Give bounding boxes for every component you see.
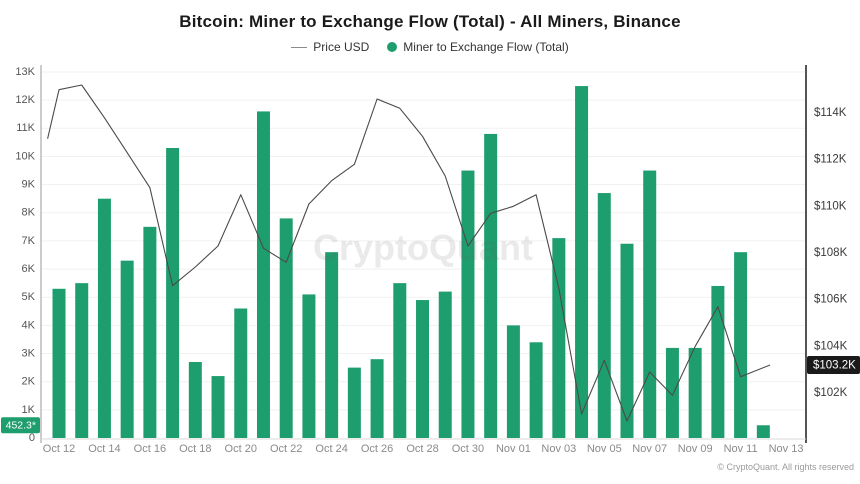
x-axis-label: Nov 03 [541,443,576,455]
bar-nov-01[interactable] [506,325,520,438]
bar-oct-28[interactable] [416,300,430,438]
x-axis-label: Nov 07 [632,443,667,455]
right-axis-label: $114K [814,107,847,119]
bar-nov-04[interactable] [575,86,589,439]
x-axis-label: Nov 11 [724,443,758,455]
left-axis-label: 4K [22,319,36,331]
bar-nov-10[interactable] [711,285,725,438]
legend-item-price-label: Price USD [313,40,370,54]
price-line-swatch-icon [291,46,308,48]
x-axis-label: Oct 26 [361,443,393,455]
x-axis-label: Oct 24 [315,443,347,455]
bar-oct-29[interactable] [438,291,452,438]
right-axis-label: $102K [814,387,848,399]
bar-nov-03[interactable] [552,238,566,438]
bar-oct-13[interactable] [75,283,89,438]
bar-oct-24[interactable] [325,252,339,438]
price-line [47,84,771,422]
right-axis-label: $110K [814,200,847,212]
legend-item-price[interactable]: Price USD [291,40,369,54]
legend-item-flow-label: Miner to Exchange Flow (Total) [403,40,569,54]
legend-item-flow[interactable]: Miner to Exchange Flow (Total) [387,40,569,54]
bar-oct-18[interactable] [188,361,202,438]
bar-nov-07[interactable] [643,170,657,439]
bar-oct-27[interactable] [393,283,407,438]
bar-oct-15[interactable] [120,260,134,438]
flow-current-badge [1,417,40,434]
price-current-badge [807,356,860,374]
bar-oct-23[interactable] [302,294,316,438]
bar-oct-30[interactable] [461,170,475,439]
x-axis-label: Nov 09 [678,443,713,455]
x-axis-label: Nov 13 [769,443,804,455]
x-axis-label: Nov 05 [587,443,622,455]
x-axis-label: Oct 14 [88,443,120,455]
left-axis-label: 5K [22,291,36,303]
chart-legend: Price USD Miner to Exchange Flow (Total) [0,40,860,54]
bar-oct-14[interactable] [97,198,111,438]
bar-nov-09[interactable] [688,347,702,438]
bar-oct-19[interactable] [211,376,225,438]
price-current-badge-label: $103.2K [813,360,856,372]
bar-nov-02[interactable] [529,342,543,438]
left-axis-label: 3K [22,347,36,359]
bar-oct-21[interactable] [256,111,270,439]
bar-nov-05[interactable] [597,193,611,438]
left-axis-label: 2K [22,376,36,388]
left-axis-label: 1K [22,404,36,416]
bar-oct-22[interactable] [279,218,293,438]
x-axis-label: Oct 28 [406,443,438,455]
right-axis-label: $104K [814,340,848,352]
left-axis-label: 6K [22,263,36,275]
left-axis-label: 12K [15,94,35,106]
x-axis-label: Oct 18 [179,443,211,455]
flow-current-badge-label: 452.3* [6,420,36,432]
x-axis-label: Oct 20 [225,443,257,455]
bar-oct-17[interactable] [166,148,180,438]
right-axis-label: $106K [814,294,848,306]
bar-oct-31[interactable] [484,133,498,438]
left-axis-label: 11K [16,122,35,134]
right-axis-label: $108K [814,247,848,259]
bar-nov-08[interactable] [665,347,679,438]
x-axis-label: Oct 30 [452,443,484,455]
left-axis-label: 13K [15,66,35,78]
bar-nov-06[interactable] [620,243,634,438]
left-axis-label: 7K [22,235,36,247]
x-axis-label: Oct 22 [270,443,302,455]
flow-dot-icon [387,42,398,52]
bar-oct-25[interactable] [347,367,361,438]
bar-nov-12[interactable] [756,425,770,438]
x-axis-label: Oct 12 [43,443,75,455]
bar-oct-12[interactable] [52,288,66,438]
bar-nov-11[interactable] [734,252,748,438]
right-axis-label: $112K [814,154,847,166]
left-axis-label: 10K [15,150,35,162]
left-axis-label: 8K [22,207,36,219]
x-axis-label: Oct 16 [134,443,166,455]
left-axis-label: 0 [29,432,35,444]
x-axis-label: Nov 01 [496,443,531,455]
left-axis-label: 9K [22,179,36,191]
chart-title: Bitcoin: Miner to Exchange Flow (Total) … [179,12,681,31]
bar-oct-16[interactable] [143,226,157,438]
copyright-notice: © CryptoQuant. All rights reserved [717,462,854,472]
bar-oct-20[interactable] [234,308,248,438]
bar-oct-26[interactable] [370,359,384,438]
